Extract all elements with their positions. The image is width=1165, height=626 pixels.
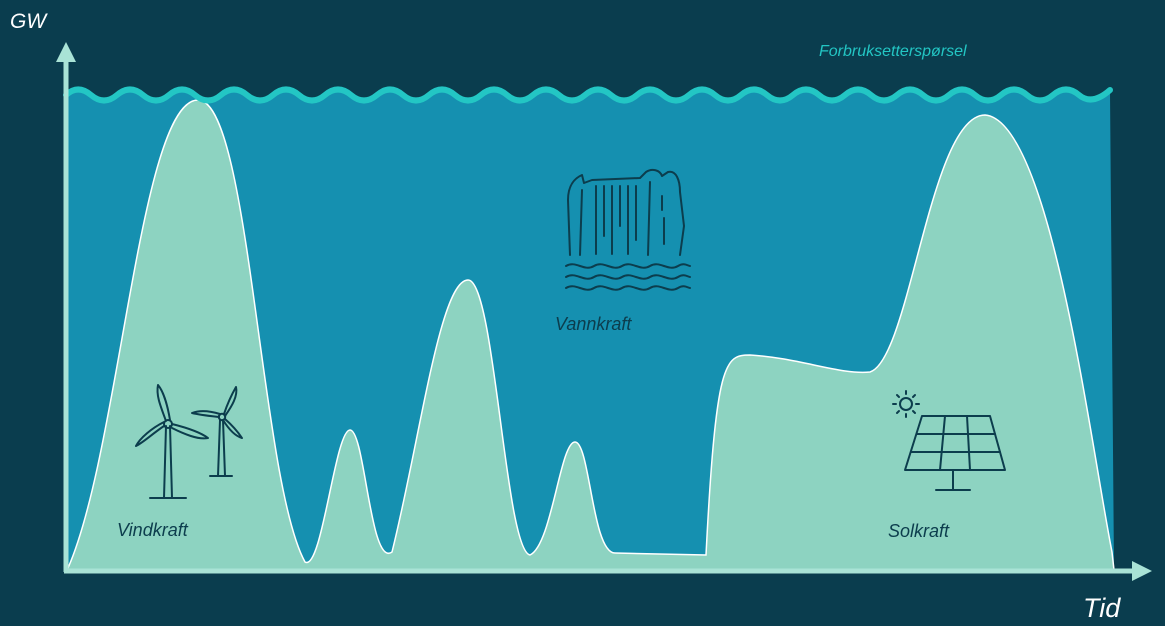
demand-line: [63, 86, 1113, 104]
hydro-label: Vannkraft: [555, 314, 632, 334]
x-axis: [64, 561, 1152, 581]
wind-turbines-icon: [135, 384, 243, 499]
solar-panel-icon: [892, 390, 1006, 491]
y-axis: [56, 42, 76, 572]
y-axis-label: GW: [10, 10, 48, 33]
demand-label: Forbruksetterspørsel: [819, 43, 967, 60]
waterfall-dam-icon: [565, 168, 691, 291]
solar-label: Solkraft: [888, 521, 950, 541]
wind-label: Vindkraft: [117, 520, 189, 540]
x-axis-label: Tid: [1083, 593, 1121, 623]
renewables-area: [67, 99, 1115, 571]
